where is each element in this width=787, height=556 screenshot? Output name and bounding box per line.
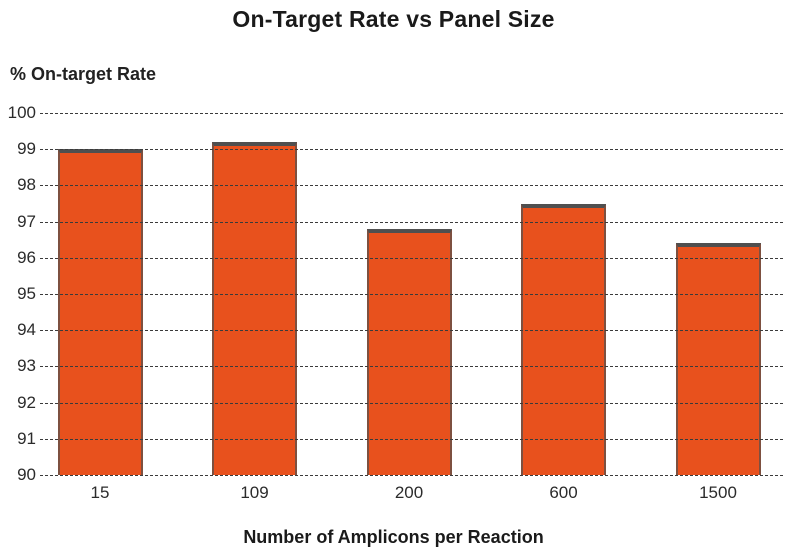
- gridline-92: [40, 402, 783, 404]
- y-tick-label-90: 90: [17, 465, 36, 484]
- gridline-90: [40, 475, 783, 476]
- bar-200: [366, 228, 452, 475]
- y-tick-label-91: 91: [17, 428, 36, 448]
- x-tick-label-600: 600: [549, 483, 578, 502]
- bar-15: [57, 149, 143, 475]
- bar-600: [521, 203, 606, 475]
- y-tick-label-94: 94: [17, 320, 36, 340]
- y-tick-label-98: 98: [17, 175, 36, 195]
- gridline-97: [40, 221, 783, 223]
- plot-area: [40, 113, 783, 476]
- gridline-93: [40, 366, 783, 368]
- x-tick-label-1500: 1500: [699, 483, 737, 502]
- x-tick-label-15: 15: [90, 483, 110, 502]
- y-tick-label-93: 93: [17, 356, 36, 376]
- y-tick-label-97: 97: [17, 211, 36, 231]
- gridline-94: [40, 330, 783, 332]
- y-tick-label-99: 99: [17, 139, 36, 159]
- gridline-99: [40, 149, 783, 151]
- bar-1500: [675, 243, 761, 475]
- gridline-100: [40, 113, 783, 114]
- gridline-91: [40, 438, 783, 440]
- gridline-96: [40, 257, 783, 259]
- gridline-95: [40, 294, 783, 295]
- y-axis-title: % On-target Rate: [10, 64, 157, 84]
- y-tick-label-92: 92: [17, 392, 36, 412]
- x-tick-label-109: 109: [240, 483, 269, 502]
- y-tick-label-100: 100: [7, 103, 36, 122]
- bar-109: [212, 141, 297, 475]
- chart-title: On-Target Rate vs Panel Size: [232, 6, 555, 32]
- y-tick-label-96: 96: [17, 247, 36, 267]
- gridline-98: [40, 185, 783, 187]
- x-axis-title: Number of Amplicons per Reaction: [243, 527, 544, 547]
- y-tick-label-95: 95: [17, 284, 36, 303]
- x-tick-label-200: 200: [394, 483, 424, 502]
